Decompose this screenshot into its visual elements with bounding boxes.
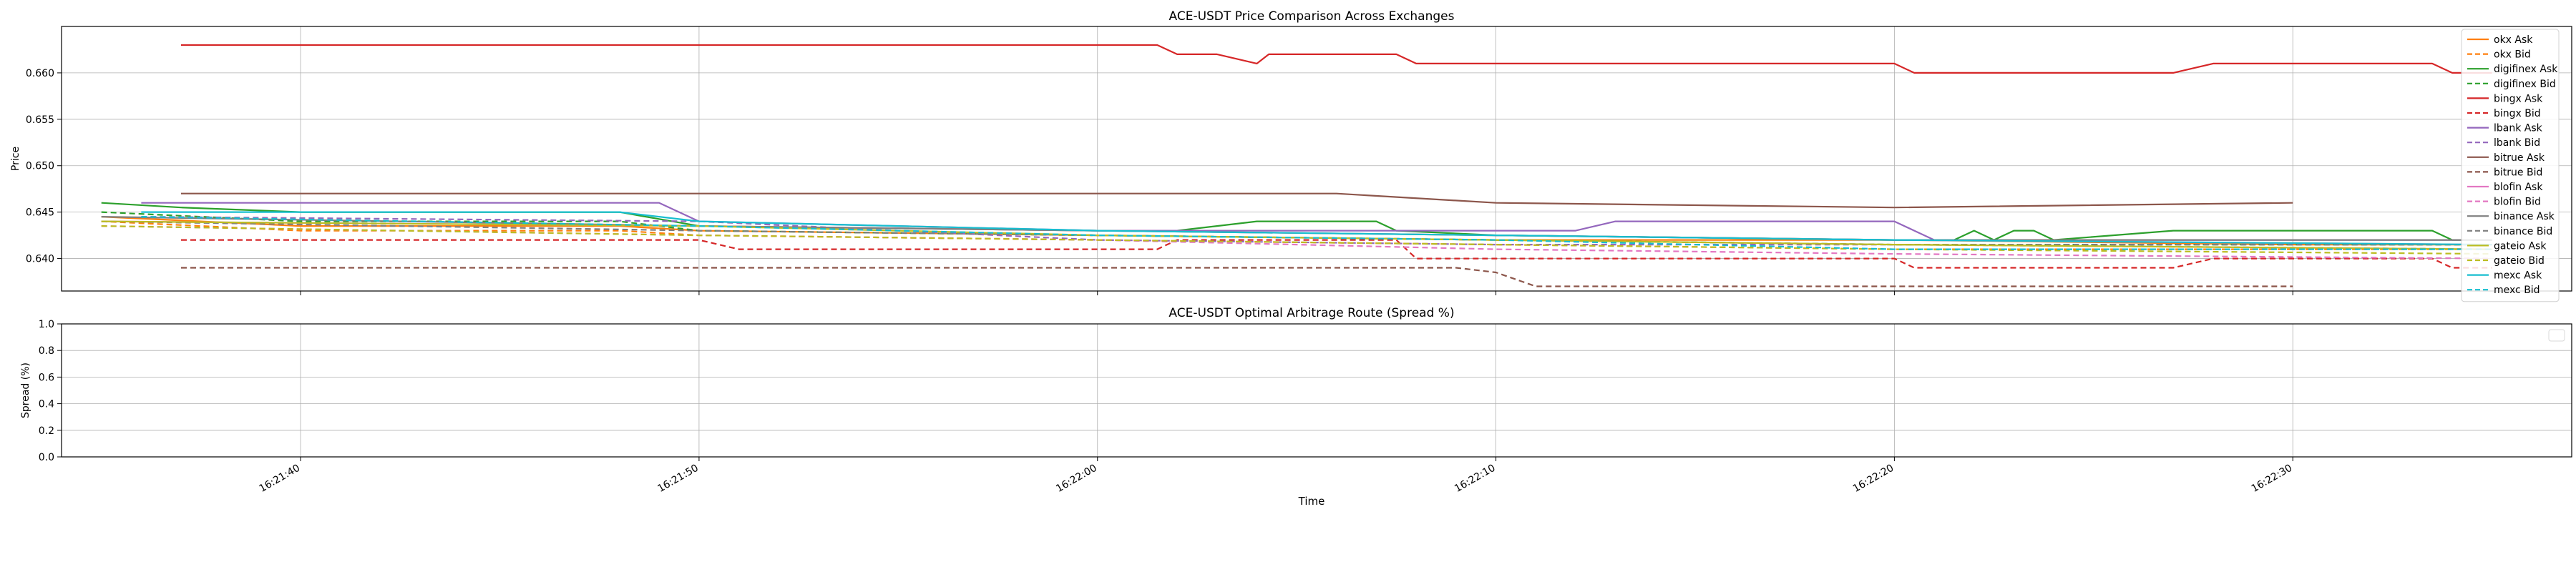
legend-label: bitrue Ask: [2494, 152, 2545, 164]
legend-label: okx Bid: [2494, 49, 2531, 61]
legend-label: okx Ask: [2494, 34, 2533, 46]
top-y-ticks: 0.640 0.645 0.650 0.655 0.660: [26, 68, 62, 265]
legend-label: mexc Bid: [2494, 285, 2540, 296]
legend-label: gateio Bid: [2494, 255, 2545, 267]
x-tick-label: 16:21:40: [258, 463, 302, 495]
bottom-plot-frame: [61, 323, 2572, 458]
bottom-y-axis-label: Spread (%): [20, 363, 31, 418]
legend-label: bitrue Bid: [2494, 167, 2542, 178]
top-y-tick-label: 0.650: [26, 161, 54, 172]
series-line-bitrue-ask: [181, 192, 2293, 209]
x-tick-label: 16:22:00: [1054, 463, 1098, 495]
bottom-y-tick-label: 0.2: [39, 425, 54, 437]
series-line-bingx-bid: [181, 239, 2492, 269]
price-comparison-chart: ACE-USDT Price Comparison Across Exchang…: [10, 9, 2572, 302]
x-tick-label: 16:22:20: [1851, 463, 1896, 495]
legend-label: bingx Bid: [2494, 108, 2541, 119]
legend-label: blofin Ask: [2494, 182, 2543, 193]
top-y-tick-label: 0.645: [26, 207, 54, 219]
series-line-bitrue-bid: [181, 267, 2293, 287]
series-line-mexc-ask: [141, 211, 2492, 246]
legend-label: binance Ask: [2494, 211, 2555, 222]
top-y-tick-label: 0.655: [26, 114, 54, 126]
bottom-y-tick-label: 0.8: [39, 345, 54, 357]
legend-frame: [2461, 29, 2560, 302]
legend-label: bingx Ask: [2494, 93, 2543, 104]
series-line-lbank-ask: [141, 202, 2492, 241]
x-tick-label: 16:21:50: [655, 463, 700, 495]
top-y-axis-label: Price: [10, 147, 21, 171]
top-x-ticks: [300, 291, 2293, 295]
legend-label: blofin Bid: [2494, 197, 2541, 208]
top-series-lines: [101, 44, 2492, 287]
x-axis-label: Time: [1298, 495, 1325, 508]
legend-label: lbank Bid: [2494, 137, 2540, 149]
spread-chart: ACE-USDT Optimal Arbitrage Route (Spread…: [20, 306, 2572, 508]
legend-label: gateio Ask: [2494, 240, 2547, 252]
legend-label: mexc Ask: [2494, 270, 2542, 282]
bottom-x-ticks: 16:21:40 16:21:50 16:22:00 16:22:10 16:22:20…: [258, 457, 2294, 495]
legend-label: binance Bid: [2494, 226, 2552, 237]
bottom-y-tick-label: 0.6: [39, 372, 54, 383]
bottom-y-tick-label: 0.4: [39, 399, 54, 410]
top-chart-title: ACE-USDT Price Comparison Across Exchang…: [1169, 9, 1455, 24]
x-tick-label: 16:22:30: [2250, 463, 2294, 495]
top-y-tick-label: 0.660: [26, 68, 54, 79]
top-y-tick-label: 0.640: [26, 254, 54, 265]
bottom-y-tick-label: 0.0: [39, 452, 54, 463]
top-plot-frame: [61, 26, 2572, 292]
bottom-gridlines: [62, 323, 2572, 458]
legend: okx Ask okx Bid digifinex Ask digifinex Bid…: [2461, 29, 2560, 302]
bottom-y-tick-label: 1.0: [39, 319, 54, 330]
bottom-y-ticks: 0.0 0.2 0.4 0.6 0.8 1.0: [39, 319, 62, 463]
empty-legend-box: [2548, 329, 2565, 342]
legend-label: lbank Ask: [2494, 123, 2543, 134]
series-line-bingx-ask: [181, 44, 2492, 74]
series-line-mexc-bid: [141, 216, 2492, 250]
series-line-binance-ask: [101, 216, 2492, 241]
legend-label: digifinex Bid: [2494, 79, 2556, 90]
bottom-chart-title: ACE-USDT Optimal Arbitrage Route (Spread…: [1169, 306, 1454, 320]
legend-label: digifinex Ask: [2494, 64, 2558, 75]
x-tick-label: 16:22:10: [1453, 463, 1497, 495]
